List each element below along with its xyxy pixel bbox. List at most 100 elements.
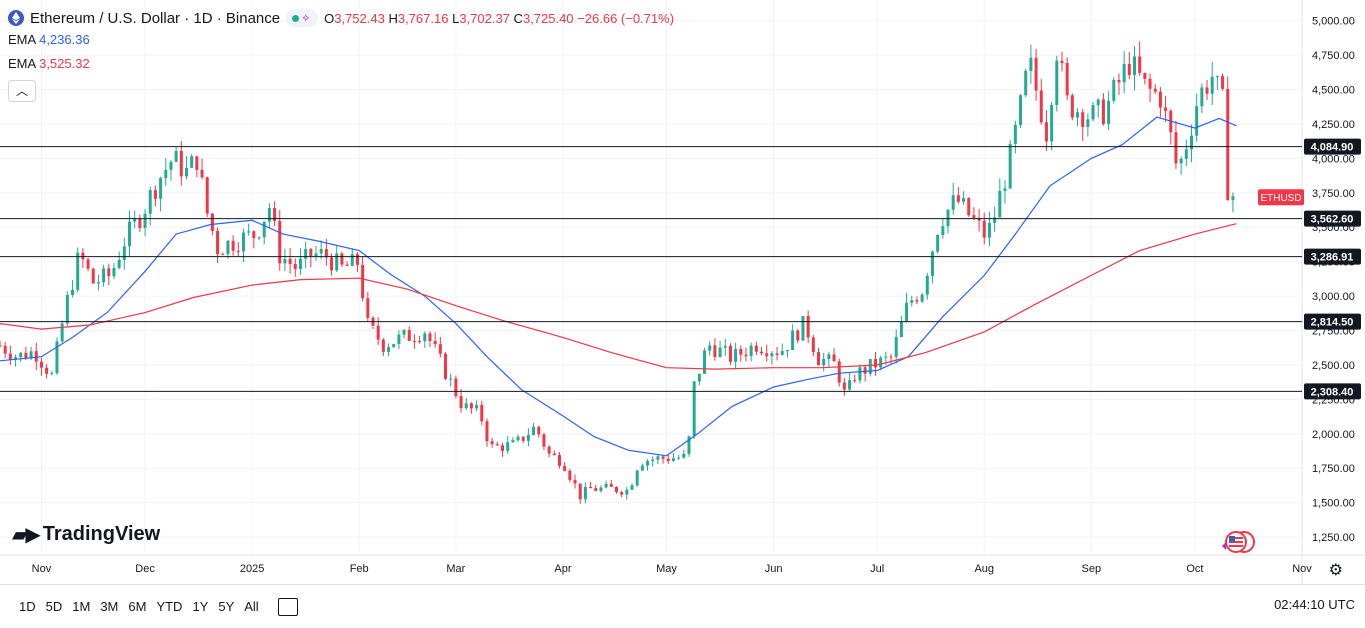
candle-body [760, 351, 764, 354]
y-tick-label: 1,500.00 [1312, 498, 1355, 510]
candle-body [1029, 57, 1033, 71]
candle-body [96, 282, 100, 284]
candle-body [718, 347, 722, 357]
candle-body [651, 459, 655, 462]
ema-slow-legend[interactable]: EMA 3,525.32 [8, 56, 90, 71]
candle-body [45, 367, 49, 374]
level-label-bg [1304, 248, 1361, 265]
candle-body [666, 458, 670, 462]
candle-body [454, 378, 458, 397]
share-icon: ⟡ [302, 12, 310, 24]
candle-body [159, 178, 163, 199]
timeframe-3m[interactable]: 3M [100, 599, 119, 614]
ema-fast-legend[interactable]: EMA 4,236.36 [8, 32, 90, 47]
gear-icon[interactable]: ⚙ [1328, 562, 1343, 579]
status-pill[interactable]: ⟡ [286, 9, 319, 27]
us-flag-icon[interactable] [1222, 531, 1256, 553]
candle-body [734, 348, 738, 362]
x-tick-label: Aug [974, 563, 994, 575]
candle-body [1189, 135, 1193, 150]
candle-body [1138, 56, 1142, 73]
candle-body [1003, 188, 1007, 191]
x-tick-label: Sep [1082, 563, 1102, 575]
candle-body [314, 253, 318, 257]
timeframe-1d[interactable]: 1D [19, 599, 36, 614]
candle-body [1050, 104, 1054, 142]
timeframe-5y[interactable]: 5Y [218, 599, 235, 614]
candle-body [925, 275, 929, 295]
y-tick-label: 1,250.00 [1312, 532, 1355, 544]
candle-body [1081, 112, 1085, 127]
candle-body [806, 316, 810, 338]
collapse-legend-button[interactable]: ︿ [8, 80, 36, 102]
candle-body [231, 240, 235, 251]
candle-body [392, 343, 396, 348]
candle-body [1019, 95, 1023, 125]
candle-body [646, 461, 650, 466]
candle-body [1231, 196, 1235, 201]
candle-body [366, 298, 370, 318]
candle-body [262, 221, 266, 238]
price-tag-label: ETHUSD [1260, 193, 1301, 204]
ema-line-1 [0, 116, 1237, 457]
candle-body [744, 354, 748, 357]
candle-body [485, 421, 489, 442]
candle-body [801, 316, 805, 341]
x-tick-label: Jul [870, 563, 884, 575]
candle-body [14, 357, 18, 360]
y-tick-label: 4,000.00 [1312, 153, 1355, 165]
candle-body [1024, 70, 1028, 96]
candle-body [319, 249, 323, 254]
symbol-title[interactable]: Ethereum / U.S. Dollar · 1D · Binance [30, 9, 281, 27]
tv-mark-icon: ▰▶ [12, 524, 41, 546]
candle-body [387, 347, 391, 352]
candle-body [50, 373, 54, 375]
candle-body [195, 156, 199, 170]
candle-body [210, 213, 214, 231]
candle-body [283, 258, 287, 264]
timeframe-all[interactable]: All [244, 599, 259, 614]
candle-body [542, 434, 546, 447]
candle-body [1039, 90, 1043, 123]
timeframe-1y[interactable]: 1Y [192, 599, 209, 614]
calendar-icon[interactable] [277, 597, 298, 616]
candle-body [713, 345, 717, 357]
candle-body [1226, 88, 1230, 201]
candle-body [703, 350, 707, 374]
candle-body [625, 489, 629, 495]
chart-canvas[interactable]: 1,250.001,500.001,750.002,000.002,250.00… [0, 0, 1365, 584]
candle-body [609, 483, 613, 487]
candle-body [899, 321, 903, 337]
candle-body [967, 198, 971, 216]
candle-body [293, 263, 297, 270]
candle-body [822, 359, 826, 366]
candle-body [459, 396, 463, 409]
candle-body [915, 300, 919, 302]
candle-body [1034, 57, 1038, 91]
y-tick-label: 2,500.00 [1312, 360, 1355, 372]
candle-body [340, 253, 344, 265]
clock[interactable]: 02:44:10 UTC [1274, 597, 1355, 612]
candle-body [184, 167, 188, 177]
candle-body [754, 345, 758, 352]
candle-body [153, 190, 157, 199]
candle-body [464, 403, 468, 409]
timeframe-ytd[interactable]: YTD [156, 599, 183, 614]
candle-body [298, 258, 302, 270]
timeframe-6m[interactable]: 6M [128, 599, 147, 614]
candle-body [1133, 56, 1137, 75]
candle-body [330, 257, 334, 271]
x-tick-label: Feb [350, 563, 369, 575]
candle-body [521, 436, 525, 441]
timeframe-1m[interactable]: 1M [72, 599, 91, 614]
candle-body [1205, 87, 1209, 94]
candle-body [583, 486, 587, 500]
candle-body [444, 353, 448, 379]
candle-body [190, 156, 194, 168]
tradingview-logo: ▰▶ TradingView [12, 523, 161, 546]
candle-body [65, 294, 69, 324]
level-label: 3,562.60 [1311, 214, 1354, 226]
candle-body [977, 217, 981, 221]
timeframe-5d[interactable]: 5D [45, 599, 63, 614]
candle-body [858, 367, 862, 381]
